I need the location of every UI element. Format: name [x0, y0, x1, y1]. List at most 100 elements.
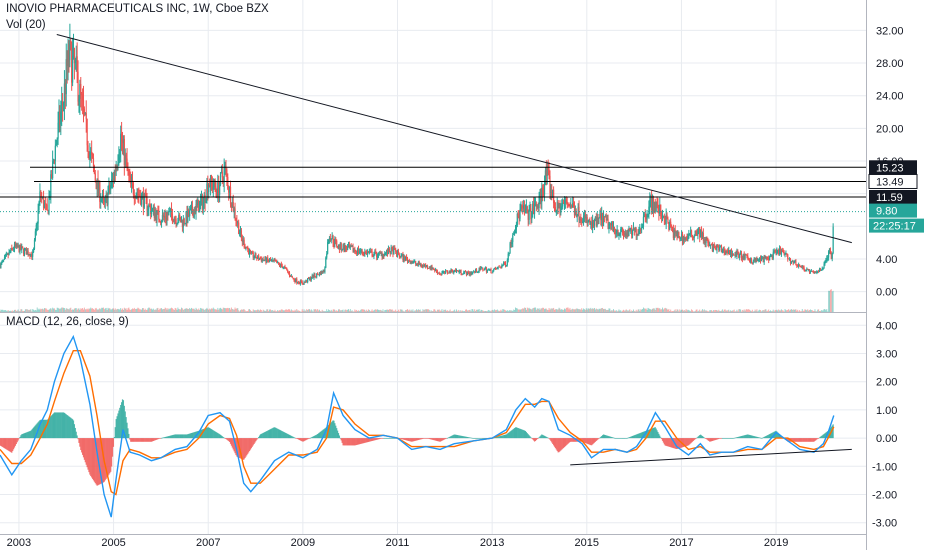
price-tag-box: [868, 173, 918, 189]
volume-bar: [310, 309, 312, 312]
candle-body: [816, 272, 818, 273]
candle-body: [798, 264, 801, 266]
volume-bar: [820, 310, 822, 312]
volume-bar: [718, 309, 720, 312]
volume-bar: [797, 309, 799, 312]
macd-hist-bar: [300, 438, 302, 441]
candle-body: [512, 234, 514, 243]
volume-bar: [444, 309, 446, 312]
candle-body: [775, 252, 777, 254]
macd-hist-bar: [807, 438, 809, 442]
volume-bar: [748, 309, 750, 312]
macd-hist-bar: [95, 438, 97, 485]
candle-body: [62, 101, 64, 106]
macd-hist-bar: [83, 438, 86, 460]
volume-bar: [721, 310, 723, 312]
macd-hist-bar: [767, 435, 769, 439]
volume-bar: [541, 308, 543, 312]
volume-bar: [200, 307, 202, 312]
macd-hist-bar: [379, 438, 381, 439]
macd-hist-bar: [261, 433, 263, 439]
macd-hist-bar: [500, 435, 502, 439]
candle-body: [68, 44, 70, 61]
macd-hist-bar: [382, 438, 384, 439]
macd-hist-bar: [138, 438, 140, 442]
volume-bar: [490, 311, 492, 312]
macd-hist-bar: [759, 437, 762, 439]
volume-bar: [721, 309, 723, 312]
macd-hist-bar: [423, 438, 425, 439]
candle-body: [494, 268, 497, 269]
candle-body: [719, 246, 722, 248]
candle-body: [16, 244, 18, 248]
volume-bar: [331, 311, 333, 312]
candle-body: [698, 227, 700, 231]
volume-bar: [221, 309, 223, 312]
trendlines: [56, 34, 852, 466]
volume-bar: [692, 311, 694, 312]
volume-bar: [807, 309, 809, 312]
macd-hist-bar: [421, 438, 423, 440]
price-axis-tick-label: 28.00: [876, 58, 904, 70]
candle-body: [477, 271, 479, 273]
macd-hist-bar: [515, 427, 517, 439]
candle-body: [235, 217, 237, 221]
macd-hist-bar: [250, 438, 252, 449]
candle-body: [42, 196, 45, 208]
macd-hist-bar: [742, 435, 744, 439]
candle-body: [445, 270, 448, 272]
macd-hist-bar: [110, 438, 112, 472]
volume-bar: [554, 309, 556, 312]
volume-bar: [353, 311, 355, 312]
volume-bar: [815, 311, 817, 312]
candle-body: [10, 248, 12, 252]
candle-body: [828, 248, 831, 252]
volume-bar: [491, 310, 493, 312]
macd-hist-bar: [251, 438, 253, 447]
volume-bar: [431, 311, 433, 312]
candle-body: [744, 254, 746, 259]
macd-hist-bar: [739, 436, 741, 439]
candle-body: [406, 258, 409, 262]
volume-bar: [238, 310, 240, 312]
macd-hist-bar: [814, 438, 816, 441]
candle-body: [252, 252, 254, 258]
candle-body: [120, 133, 122, 152]
volume-bar: [714, 309, 716, 312]
candle-body: [394, 248, 396, 250]
volume-bar: [164, 307, 166, 312]
candle-body: [543, 192, 545, 195]
macd-hist-bar: [226, 438, 228, 440]
candle-body: [791, 261, 793, 263]
macd-hist-bar: [744, 435, 746, 439]
volume-bar: [362, 309, 364, 312]
macd-hist-bar: [451, 435, 453, 439]
volume-bar: [732, 310, 734, 312]
macd-hist-bar: [641, 432, 643, 439]
volume-bar: [163, 308, 165, 312]
volume-bar: [424, 309, 426, 312]
volume-bar: [665, 308, 667, 312]
volume-bar: [339, 310, 341, 312]
grid: [0, 0, 866, 534]
macd-hist-bar: [650, 428, 652, 439]
candle-body: [428, 267, 430, 269]
macd-hist-bar: [471, 437, 473, 439]
macd-hist-bar: [152, 438, 154, 442]
macd-hist-bar: [616, 438, 618, 439]
candle-body: [711, 244, 714, 252]
volume-bar: [779, 310, 781, 312]
candle-body: [697, 230, 699, 236]
volume-bar: [91, 308, 93, 312]
volume-bar: [196, 309, 198, 312]
macd-hist-bar: [134, 438, 136, 442]
macd-hist-bar: [751, 435, 753, 439]
candle-body: [367, 251, 370, 253]
macd-hist-bar: [560, 438, 562, 451]
volume-bar: [700, 311, 702, 312]
macd-hist-bar: [409, 438, 411, 442]
volume-bar: [367, 309, 369, 312]
candle-body: [715, 248, 717, 251]
macd-hist-bar: [520, 429, 522, 439]
macd-hist-bar: [15, 438, 17, 445]
